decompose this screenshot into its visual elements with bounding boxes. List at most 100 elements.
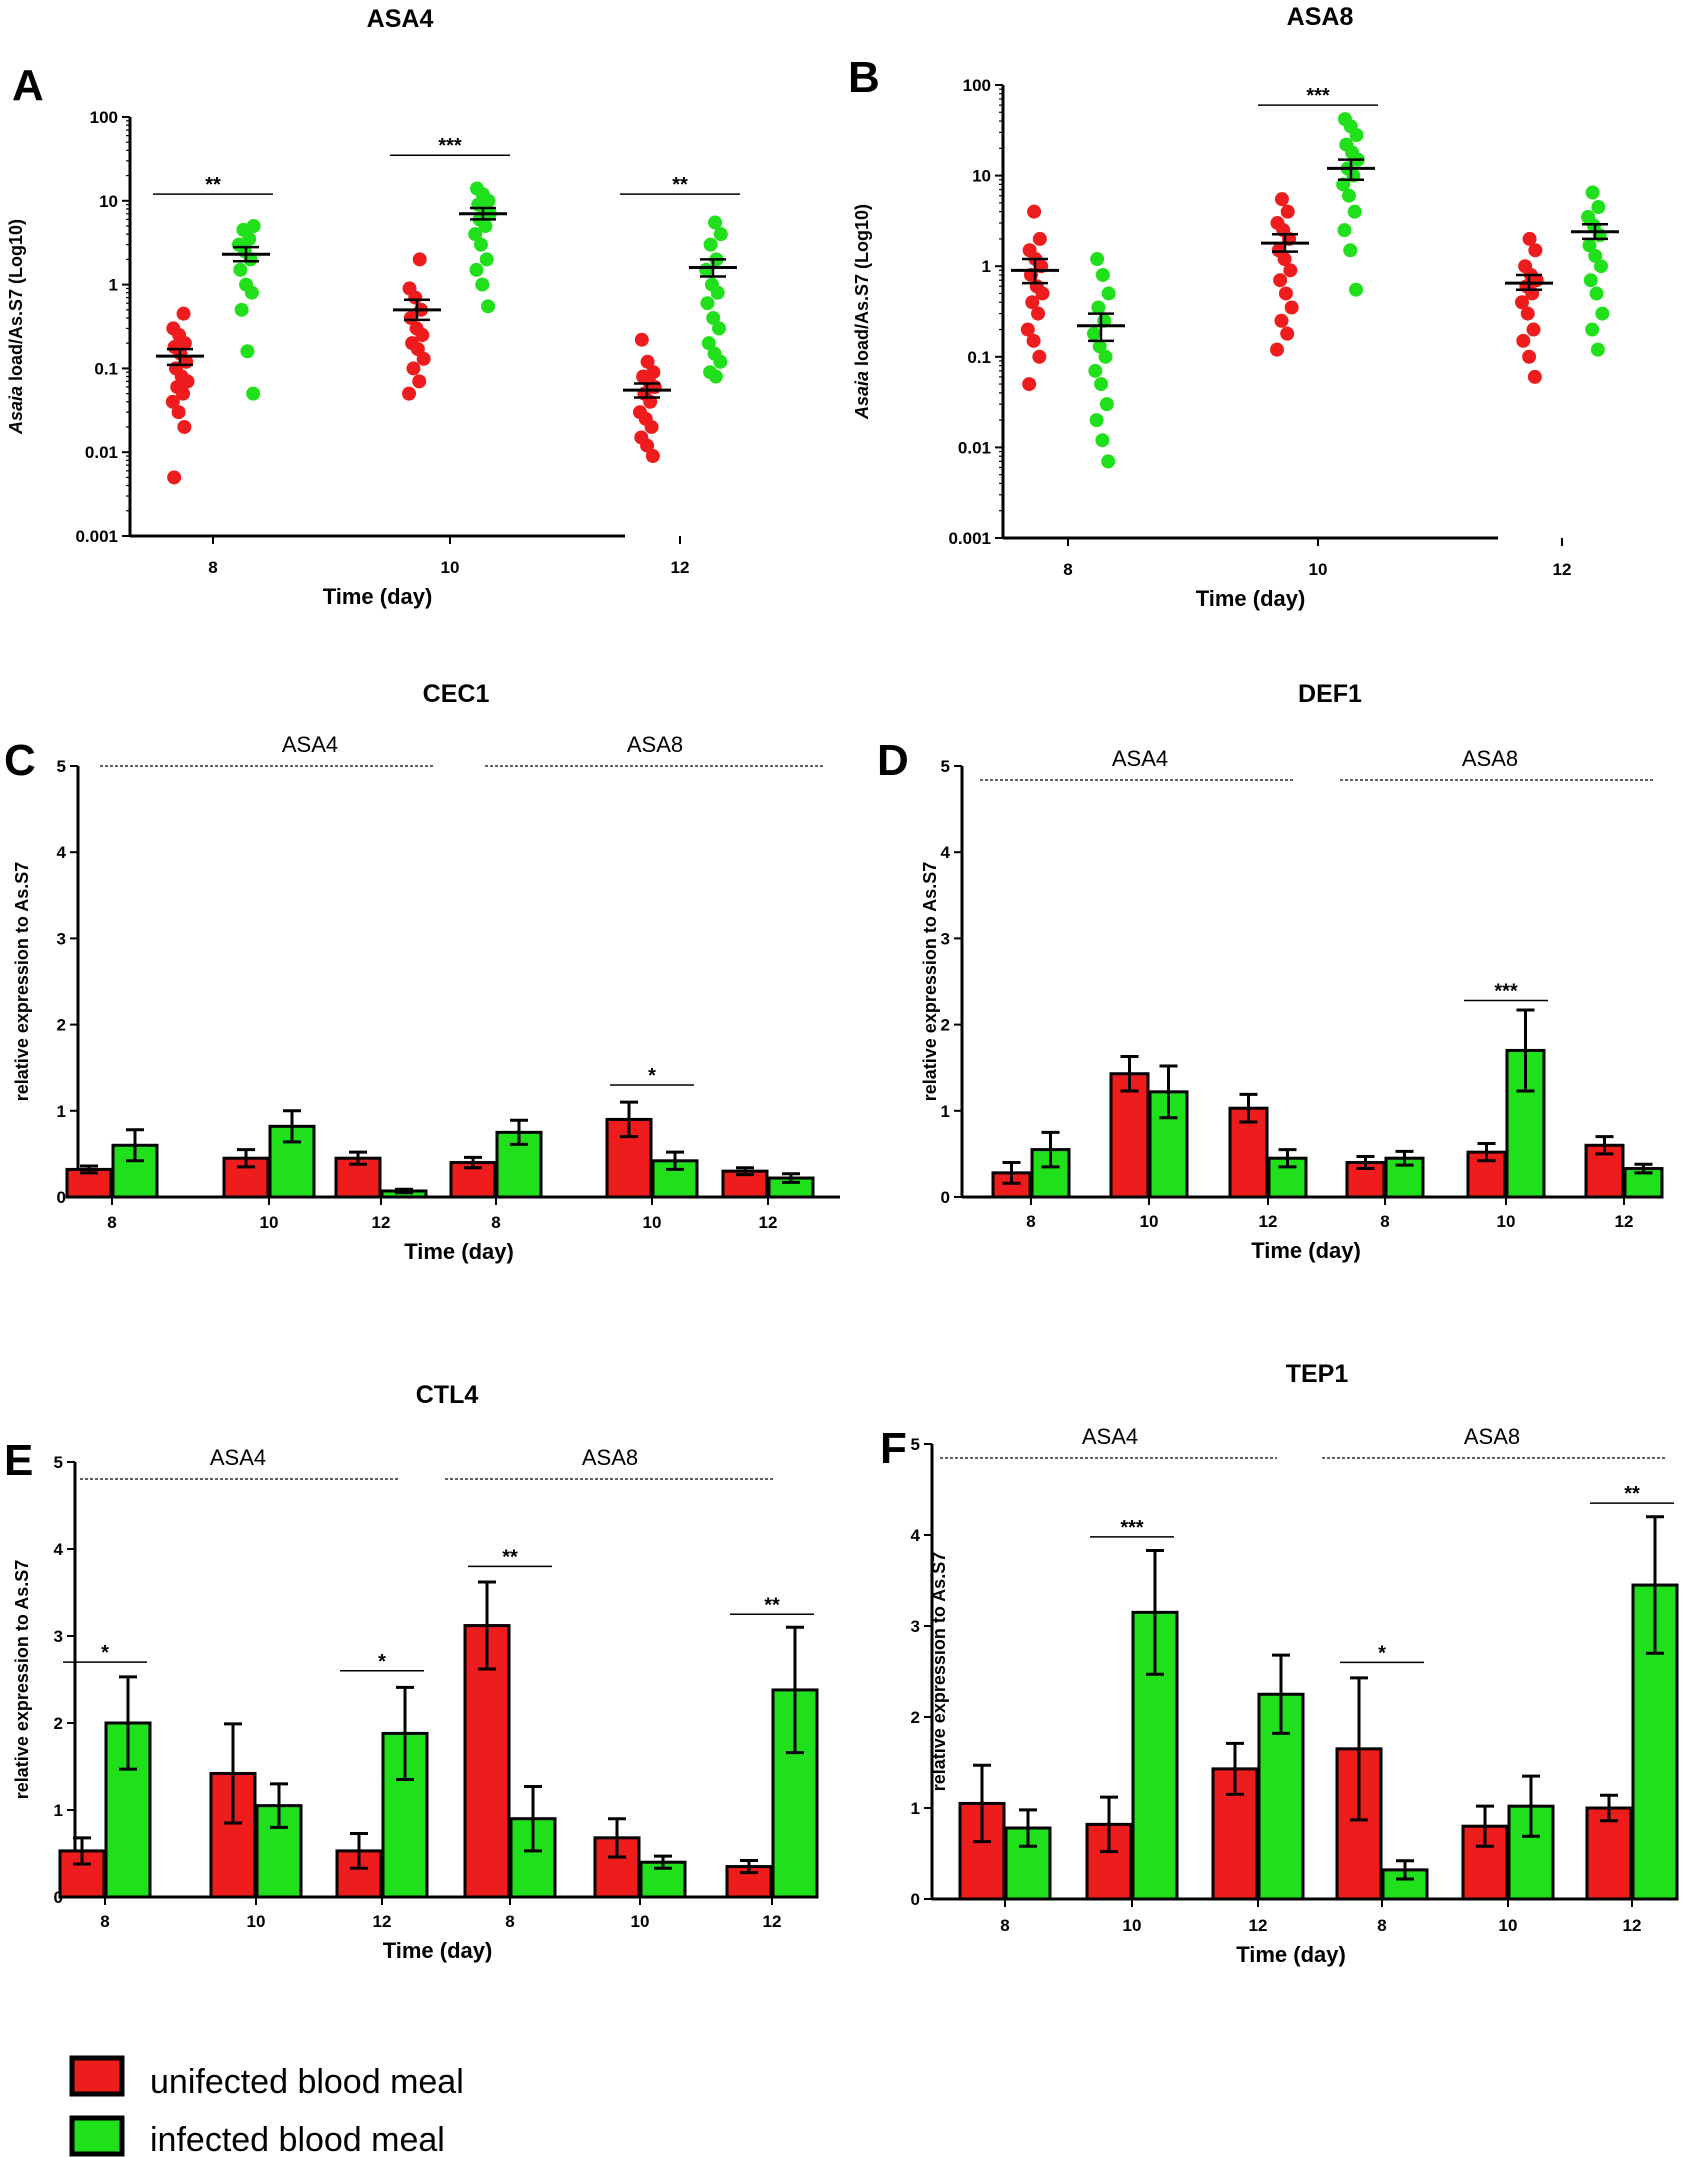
panel-title: CTL4	[416, 1381, 479, 1409]
data-point	[1339, 137, 1354, 152]
data-point	[713, 227, 728, 242]
data-point	[405, 336, 420, 351]
x-axis-label: Time (day)	[1196, 586, 1306, 611]
significance-label: **	[502, 1546, 518, 1568]
x-axis-label: Time (day)	[383, 1938, 493, 1963]
x-axis-label: Time (day)	[1251, 1238, 1361, 1263]
y-tick-label: 0.001	[948, 529, 991, 548]
data-point	[481, 299, 496, 314]
data-point	[1027, 204, 1042, 219]
y-tick-label: 0	[57, 1188, 66, 1207]
data-point	[1347, 204, 1362, 219]
data-point	[1099, 397, 1114, 412]
data-point	[176, 306, 191, 321]
data-point	[167, 470, 182, 485]
data-point	[406, 361, 421, 376]
x-tick-label: 12	[759, 1213, 778, 1232]
x-tick-label: 8	[107, 1213, 116, 1232]
data-point	[475, 277, 490, 292]
data-point	[1581, 209, 1596, 224]
bar	[1211, 1767, 1259, 1901]
data-point	[1274, 192, 1289, 207]
bar	[381, 1731, 429, 1899]
data-point	[646, 365, 661, 380]
data-point	[403, 310, 418, 325]
y-tick-label: 10	[972, 167, 991, 186]
y-tick-label: 4	[941, 843, 951, 862]
data-point	[1522, 231, 1537, 246]
data-point	[1337, 223, 1352, 238]
group-label: ASA4	[1082, 1424, 1138, 1449]
data-point	[1594, 259, 1609, 274]
x-tick-label: 10	[1309, 560, 1328, 579]
y-tick-label: 5	[911, 1435, 920, 1454]
y-tick-label: 0.001	[75, 527, 118, 546]
x-axis-label: Time (day)	[323, 584, 433, 609]
data-point	[1582, 238, 1597, 253]
data-point	[704, 277, 719, 292]
data-point	[708, 215, 723, 230]
y-tick-label: 0.01	[958, 438, 991, 457]
data-point	[1284, 300, 1299, 315]
y-tick-label: 4	[911, 1526, 921, 1545]
significance-label: *	[1378, 1642, 1386, 1664]
data-point	[412, 374, 427, 389]
data-point	[712, 321, 727, 336]
group-label: ASA8	[582, 1445, 638, 1470]
y-tick-label: 4	[57, 843, 67, 862]
x-tick-label: 8	[491, 1213, 500, 1232]
x-tick-label: 8	[1000, 1916, 1009, 1935]
significance-label: ***	[1494, 980, 1518, 1002]
x-tick-label: 8	[208, 558, 217, 577]
data-point	[1086, 326, 1101, 341]
data-point	[1585, 185, 1600, 200]
data-point	[1278, 286, 1293, 301]
data-point	[177, 419, 192, 434]
data-point	[634, 332, 649, 347]
x-tick-label: 10	[643, 1213, 662, 1232]
y-tick-label: 2	[54, 1714, 63, 1733]
data-point	[1101, 454, 1116, 469]
x-tick-label: 12	[372, 1213, 391, 1232]
data-point	[469, 262, 484, 277]
data-point	[1585, 322, 1600, 337]
significance-label: ***	[438, 135, 462, 157]
y-tick-label: 2	[941, 1016, 950, 1035]
y-tick-label: 4	[54, 1540, 64, 1559]
legend-swatch-infected	[69, 2115, 125, 2157]
group-label: ASA8	[1462, 746, 1518, 771]
y-tick-label: 1	[57, 1102, 66, 1121]
data-point	[701, 336, 716, 351]
panel-letter: B	[848, 53, 880, 102]
y-tick-label: 3	[57, 929, 66, 948]
data-point	[707, 346, 722, 361]
data-point	[1595, 306, 1610, 321]
data-point	[469, 181, 484, 196]
x-tick-label: 12	[1553, 560, 1572, 579]
data-point	[1026, 333, 1041, 348]
y-axis-label-rest: load/As.S7 (Log10)	[852, 204, 872, 371]
data-point	[412, 252, 427, 267]
panel-b: ASA8 B 100 10 1 0.1 0.01 0.001 8 10 12 Time (day) As…	[848, 3, 1619, 611]
data-point	[239, 277, 254, 292]
data-point	[1280, 326, 1295, 341]
y-tick-label: 0	[911, 1890, 920, 1909]
data-point	[632, 405, 647, 420]
data-point	[706, 310, 721, 325]
data-point	[166, 321, 181, 336]
y-tick-label: 0	[54, 1888, 63, 1907]
x-tick-label: 10	[631, 1912, 650, 1931]
data-point	[1088, 363, 1103, 378]
data-point	[1094, 377, 1109, 392]
data-point	[700, 296, 715, 311]
data-point	[1583, 273, 1598, 288]
y-axis-label: relative expression to As.S7	[920, 862, 940, 1101]
data-point	[233, 262, 248, 277]
panel-letter: A	[12, 61, 44, 110]
panel-letter: E	[4, 1436, 33, 1485]
data-point	[1095, 433, 1110, 448]
y-tick-label: 0.1	[94, 359, 118, 378]
panel-title: DEF1	[1298, 680, 1362, 708]
